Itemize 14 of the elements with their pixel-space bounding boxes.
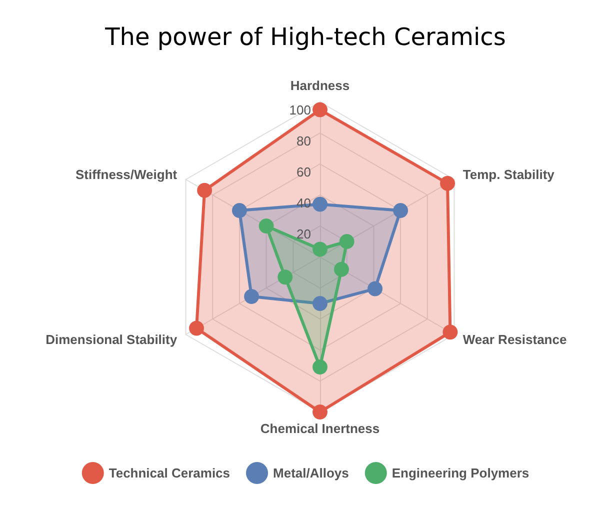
y-tick-label: 60 (296, 164, 311, 180)
spoke-label: Stiffness/Weight (75, 167, 178, 182)
spoke-label: Hardness (290, 78, 350, 93)
legend-label: Engineering Polymers (392, 466, 530, 480)
y-tick-label: 20 (296, 226, 311, 242)
legend-label: Technical Ceramics (108, 466, 230, 480)
spoke-label: Temp. Stability (462, 167, 556, 182)
y-tick-label: 80 (296, 134, 311, 148)
legend-label: Metal/Alloys (273, 466, 349, 480)
y-tick-label: 100 (289, 102, 311, 118)
spoke-label: Chemical Inertness (260, 421, 380, 436)
chart-title: The power of High-tech Ceramics (104, 23, 506, 51)
spoke-label: Wear Resistance (462, 332, 567, 347)
spoke-label: Dimensional Stability (46, 332, 178, 347)
